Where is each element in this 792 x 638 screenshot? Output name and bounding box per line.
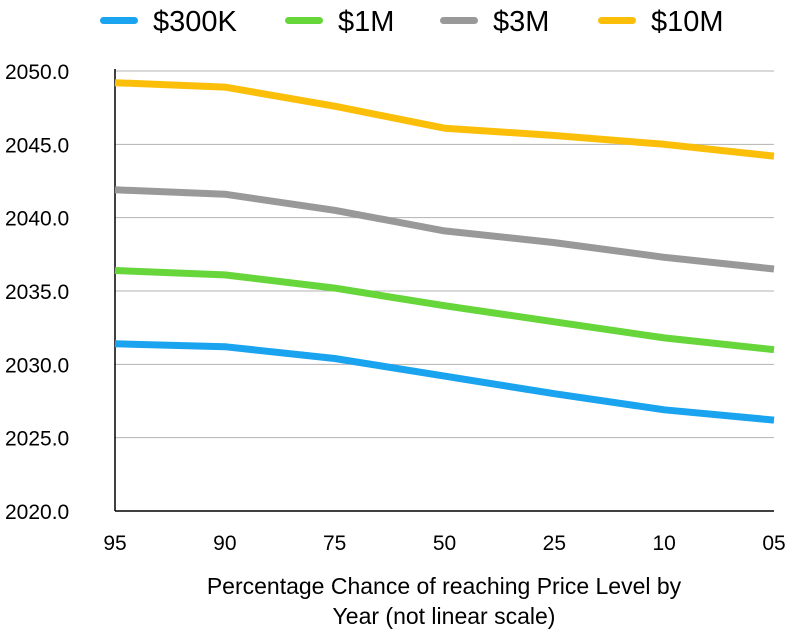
x-axis-title-line: Year (not linear scale) xyxy=(333,603,556,629)
x-axis-title: Percentage Chance of reaching Price Leve… xyxy=(207,573,682,629)
gridlines xyxy=(115,70,774,439)
x-tick-label: 95 xyxy=(103,532,126,555)
y-tick-label: 2030.0 xyxy=(5,354,69,377)
series-line-0 xyxy=(114,340,775,424)
series-line-3 xyxy=(114,79,775,160)
x-tick-label: 05 xyxy=(762,532,785,555)
legend: $300K $1M $3M $10M xyxy=(100,6,724,38)
legend-swatch xyxy=(598,17,636,24)
legend-swatch xyxy=(285,17,323,24)
x-tick-label: 10 xyxy=(652,532,675,555)
x-tick-label: 90 xyxy=(213,532,236,555)
y-tick-label: 2035.0 xyxy=(5,281,69,304)
x-axis-title-line: Percentage Chance of reaching Price Leve… xyxy=(207,573,682,599)
x-tick-label: 75 xyxy=(323,532,346,555)
legend-label: $1M xyxy=(338,6,394,38)
series-line-1 xyxy=(114,267,775,354)
legend-swatch xyxy=(100,17,138,24)
y-tick-label: 2025.0 xyxy=(5,428,69,451)
axes xyxy=(114,69,774,512)
legend-label: $3M xyxy=(493,6,549,38)
x-tick-labels: 95 90 75 50 25 10 05 xyxy=(103,532,785,555)
y-tick-label: 2040.0 xyxy=(5,208,69,231)
y-tick-label: 2020.0 xyxy=(5,501,69,524)
legend-label: $300K xyxy=(153,6,238,38)
legend-label: $10M xyxy=(651,6,724,38)
series-lines xyxy=(114,79,775,424)
series-line-2 xyxy=(114,186,775,273)
y-tick-label: 2045.0 xyxy=(5,134,69,157)
x-tick-label: 50 xyxy=(433,532,456,555)
y-tick-labels: 2050.0 2045.0 2040.0 2035.0 2030.0 2025.0 2020… xyxy=(5,61,69,524)
y-tick-label: 2050.0 xyxy=(5,61,69,84)
x-tick-label: 25 xyxy=(543,532,566,555)
legend-swatch xyxy=(440,17,478,24)
